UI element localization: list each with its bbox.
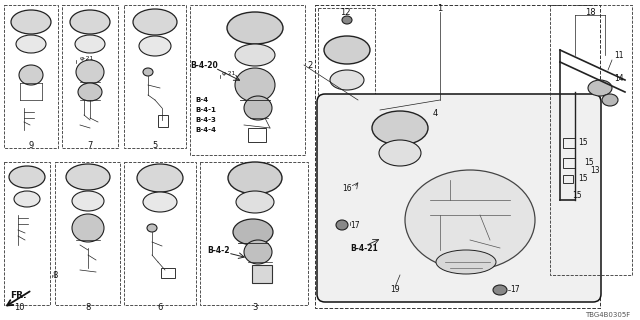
Ellipse shape (147, 224, 157, 232)
Text: 8: 8 (52, 270, 58, 279)
Ellipse shape (235, 68, 275, 102)
Ellipse shape (324, 36, 370, 64)
Text: 2: 2 (307, 60, 312, 69)
Ellipse shape (70, 10, 110, 34)
Ellipse shape (235, 44, 275, 66)
Ellipse shape (143, 68, 153, 76)
Text: 4: 4 (433, 109, 438, 118)
Bar (563, 158, 575, 168)
Ellipse shape (244, 96, 272, 120)
Text: B-4-4: B-4-4 (195, 127, 216, 133)
Ellipse shape (372, 111, 428, 145)
Text: 15: 15 (572, 190, 582, 199)
Bar (158, 115, 168, 127)
Bar (248, 128, 266, 142)
Ellipse shape (602, 94, 618, 106)
Bar (563, 175, 573, 183)
Ellipse shape (137, 164, 183, 192)
Bar (161, 268, 175, 278)
Text: 13: 13 (590, 165, 600, 174)
Text: 12: 12 (340, 8, 351, 17)
Ellipse shape (244, 240, 272, 264)
Bar (4, 162, 50, 305)
Text: 19: 19 (390, 285, 400, 294)
Ellipse shape (139, 36, 171, 56)
Text: 15: 15 (578, 173, 588, 182)
Text: 6: 6 (157, 302, 163, 311)
Bar (55, 162, 120, 305)
Text: TBG4B0305F: TBG4B0305F (585, 312, 630, 318)
Ellipse shape (405, 170, 535, 270)
Text: B-4-3: B-4-3 (195, 117, 216, 123)
Text: 10: 10 (14, 302, 24, 311)
Ellipse shape (9, 166, 45, 188)
Text: 3: 3 (252, 302, 258, 311)
Bar (563, 138, 575, 148)
Text: FR.: FR. (10, 291, 26, 300)
Text: 8: 8 (85, 302, 91, 311)
Ellipse shape (66, 164, 110, 190)
Text: B-4: B-4 (195, 97, 208, 103)
Text: 15: 15 (578, 138, 588, 147)
Text: 1: 1 (437, 4, 443, 12)
Ellipse shape (379, 140, 421, 166)
Bar (400, 118, 472, 196)
Ellipse shape (436, 250, 496, 274)
Text: 9: 9 (28, 140, 34, 149)
Ellipse shape (75, 35, 105, 53)
Text: 11: 11 (614, 51, 623, 60)
Text: 15: 15 (584, 157, 594, 166)
Text: 17: 17 (350, 220, 360, 229)
Ellipse shape (330, 70, 364, 90)
Ellipse shape (133, 9, 177, 35)
Bar (315, 5, 600, 308)
Ellipse shape (233, 219, 273, 245)
Text: φ-21: φ-21 (80, 55, 94, 60)
Ellipse shape (228, 162, 282, 194)
Ellipse shape (76, 60, 104, 84)
Ellipse shape (72, 191, 104, 211)
Ellipse shape (11, 10, 51, 34)
Bar (200, 162, 308, 305)
Text: 5: 5 (152, 140, 157, 149)
Ellipse shape (410, 127, 462, 159)
Ellipse shape (416, 160, 456, 184)
Bar (124, 162, 196, 305)
Bar (190, 5, 305, 155)
Ellipse shape (143, 192, 177, 212)
Text: 14: 14 (614, 74, 623, 83)
Bar (550, 5, 632, 275)
Ellipse shape (588, 80, 612, 96)
Bar (124, 5, 186, 148)
Ellipse shape (493, 285, 507, 295)
Text: 7: 7 (87, 140, 93, 149)
Text: B-4-1: B-4-1 (195, 107, 216, 113)
Bar (4, 5, 58, 148)
FancyBboxPatch shape (317, 94, 601, 302)
Text: B-4-20: B-4-20 (190, 60, 218, 69)
Text: B-4-2: B-4-2 (207, 245, 230, 254)
Ellipse shape (16, 35, 46, 53)
Ellipse shape (336, 220, 348, 230)
Ellipse shape (19, 65, 43, 85)
Bar (252, 265, 272, 283)
Text: φ-21: φ-21 (222, 70, 236, 76)
Ellipse shape (342, 16, 352, 24)
Text: 17: 17 (510, 285, 520, 294)
Text: 16: 16 (342, 183, 351, 193)
Ellipse shape (227, 12, 283, 44)
Ellipse shape (72, 214, 104, 242)
Bar (62, 5, 118, 148)
Ellipse shape (14, 191, 40, 207)
Ellipse shape (78, 83, 102, 101)
Bar (318, 8, 375, 116)
Ellipse shape (236, 191, 274, 213)
Text: B-4-21: B-4-21 (350, 244, 378, 252)
Text: 18: 18 (585, 8, 595, 17)
